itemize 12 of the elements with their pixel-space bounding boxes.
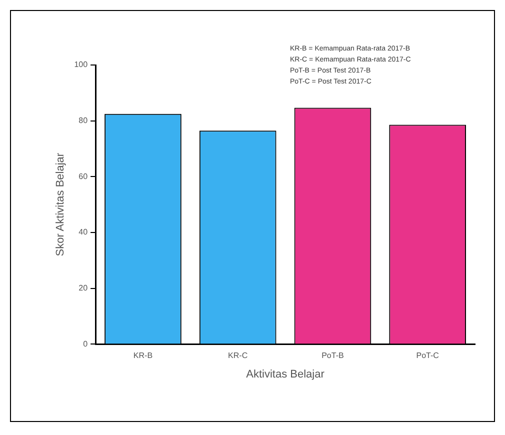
- y-tick-label: 40: [78, 228, 88, 237]
- y-tick-label: 80: [78, 116, 88, 126]
- y-axis-title: Skor Aktivitas Belajar: [54, 152, 67, 256]
- y-tick-label: 60: [78, 172, 88, 181]
- y-tick-label: 20: [78, 284, 88, 293]
- x-tick-label: KR-C: [228, 351, 248, 360]
- x-tick-label: KR-B: [133, 351, 153, 360]
- y-tick-label: 100: [74, 60, 88, 70]
- x-tick-label: PoT-C: [416, 351, 440, 360]
- x-tick-label: PoT-B: [322, 351, 344, 360]
- x-axis-title: Aktivitas Belajar: [246, 368, 325, 380]
- y-tick-label: 0: [83, 339, 88, 348]
